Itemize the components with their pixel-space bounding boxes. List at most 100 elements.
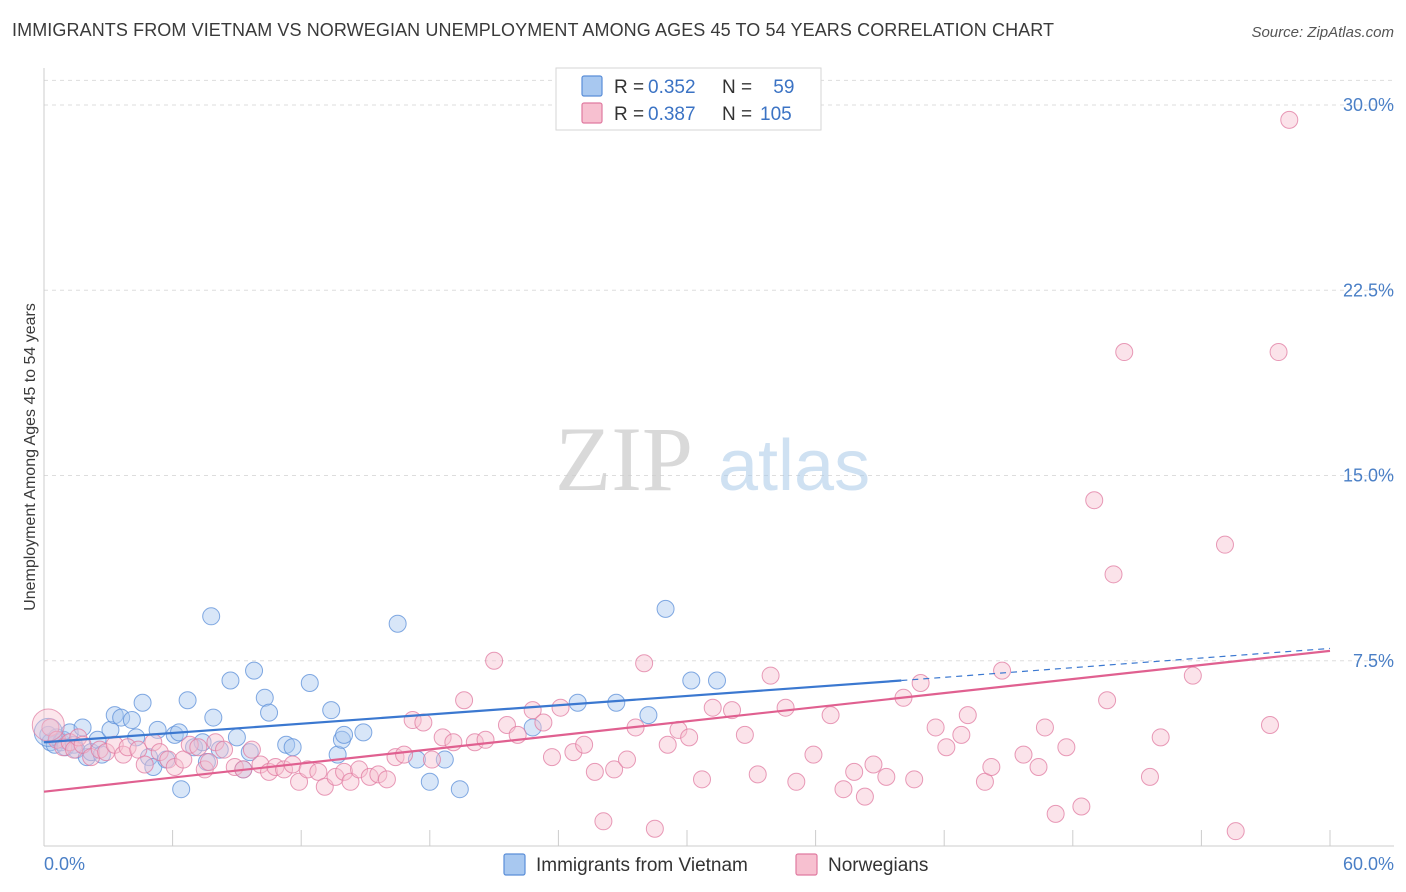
norwegians-point-43 [369,765,388,784]
gridlines [44,79,1394,662]
norwegians-point-102 [1046,804,1065,823]
series-vietnam-points [33,599,727,799]
norwegians-point-106 [1098,691,1117,710]
vietnam-point-18 [122,711,141,730]
norwegians-point-94 [952,725,971,744]
norwegians-point-85 [845,762,864,781]
norwegians-point-80 [776,698,795,717]
vietnam-point-20 [133,693,152,712]
norwegians-point-46 [395,745,414,764]
vietnam-point-57 [607,693,626,712]
norwegians-point-90 [905,770,924,789]
vietnam-point-50 [388,614,407,633]
vietnam-point-53 [435,750,454,769]
norwegians-point-23 [200,753,219,772]
norwegians-point-34 [290,772,309,791]
norwegians-point-108 [1115,343,1134,362]
watermark-zip: ZIP [555,408,693,510]
vietnam-point-27 [172,780,191,799]
trend-line-vietnam-extension [901,647,1331,682]
norwegians-point-107 [1104,565,1123,584]
norwegians-point-93 [937,738,956,757]
legend-r-value-norwegians: 0.387 [648,104,696,125]
legend-n-label-vietnam: N = [722,77,752,98]
norwegians-point-52 [455,691,474,710]
norwegians-point-92 [926,718,945,737]
trend-line-vietnam [43,679,902,744]
norwegians-point-111 [1183,666,1202,685]
norwegians-point-71 [658,735,677,754]
y-axis-label: Unemployment Among Ages 45 to 54 years [22,303,39,611]
norwegians-point-97 [982,757,1001,776]
norwegians-point-73 [680,728,699,747]
bottom-legend-label-vietnam: Immigrants from Vietnam [536,855,748,876]
norwegians-point-25 [215,740,234,759]
bottom-legend: Immigrants from Vietnam Norwegians [503,853,928,876]
norwegians-point-50 [433,728,452,747]
vietnam-point-38 [240,743,259,762]
x-ticks [43,830,1331,846]
norwegians-point-44 [377,770,396,789]
x-tick-label-0: 0.0% [44,854,85,874]
norwegians-point-40 [341,772,360,791]
norwegians-point-55 [485,651,504,670]
legend-n-label-norwegians: N = [722,104,752,125]
legend-swatch-norwegians [581,102,603,124]
norwegians-point-54 [476,730,495,749]
norwegians-point-39 [335,762,354,781]
watermark: ZIP atlas [555,408,870,510]
trend-lines [43,647,1331,793]
vietnam-point-60 [682,671,701,690]
bottom-legend-swatch-vietnam [503,853,526,876]
norwegians-point-104 [1072,797,1091,816]
vietnam-point-43 [283,738,302,757]
bottom-legend-swatch-norwegians [795,853,818,876]
y-tick-label-1: 15.0% [1343,466,1394,486]
x-tick-labels: 0.0% 60.0% [44,854,1394,874]
norwegians-point-79 [761,666,780,685]
norwegians-point-62 [564,743,583,762]
norwegians-point-115 [1269,343,1288,362]
norwegians-point-59 [534,713,553,732]
vietnam-point-33 [204,708,223,727]
trend-line-norwegians [43,649,1331,793]
norwegians-point-60 [542,748,561,767]
norwegians-point-87 [864,755,883,774]
legend-box: R = 0.352 N = 59 R = 0.387 N = 105 [555,67,822,131]
norwegians-point-49 [422,750,441,769]
vietnam-point-59 [656,599,675,618]
norwegians-point-88 [877,767,896,786]
vietnam-point-41 [260,703,279,722]
norwegians-point-116 [1280,110,1299,129]
norwegians-point-36 [309,762,328,781]
norwegians-point-109 [1151,728,1170,747]
vietnam-point-49 [354,723,373,742]
norwegians-point-19 [174,750,193,769]
norwegians-point-21 [189,738,208,757]
norwegians-point-114 [1260,715,1279,734]
vietnam-point-39 [245,661,264,680]
norwegians-point-41 [350,760,369,779]
norwegians-point-53 [465,733,484,752]
norwegians-point-48 [414,713,433,732]
x-tick-label-1: 60.0% [1343,854,1394,874]
watermark-atlas: atlas [718,426,870,506]
vietnam-point-54 [450,780,469,799]
norwegians-point-64 [585,762,604,781]
norwegians-point-cluster [31,708,65,742]
vietnam-point-28 [178,691,197,710]
vietnam-point-44 [300,673,319,692]
norwegians-point-91 [911,673,930,692]
vietnam-point-58 [639,706,658,725]
norwegians-point-99 [1014,745,1033,764]
vietnam-point-32 [202,607,221,626]
norwegians-point-12 [118,738,137,757]
legend-r-label-vietnam: R = [614,77,644,98]
y-tick-labels: 7.5% 15.0% 22.5% 30.0% [1343,95,1394,671]
norwegians-point-14 [135,755,154,774]
vietnam-point-61 [708,671,727,690]
norwegians-point-70 [645,819,664,838]
chart-title: IMMIGRANTS FROM VIETNAM VS NORWEGIAN UNE… [12,20,1055,40]
norwegians-point-110 [1140,767,1159,786]
y-tick-label-3: 30.0% [1343,95,1394,115]
